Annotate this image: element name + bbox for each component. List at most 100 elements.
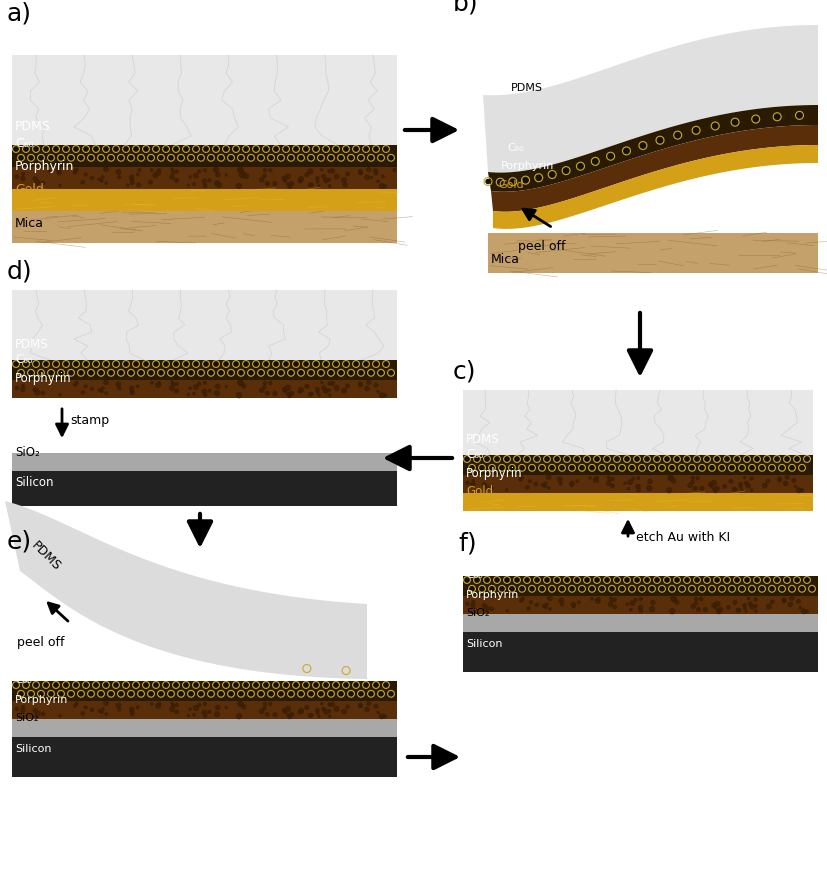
Circle shape — [127, 184, 129, 186]
Bar — [12, 380, 397, 398]
Circle shape — [265, 392, 269, 395]
Circle shape — [676, 457, 679, 461]
Circle shape — [651, 600, 655, 605]
Circle shape — [639, 609, 643, 613]
Circle shape — [98, 178, 101, 180]
Circle shape — [260, 710, 264, 713]
Circle shape — [801, 466, 804, 470]
Circle shape — [730, 587, 734, 591]
Circle shape — [317, 180, 318, 183]
Circle shape — [153, 173, 158, 178]
Circle shape — [165, 362, 168, 366]
Circle shape — [289, 712, 294, 717]
Circle shape — [318, 715, 320, 718]
Circle shape — [485, 606, 489, 611]
Circle shape — [495, 457, 499, 461]
Circle shape — [739, 482, 743, 486]
Text: Porphyrin: Porphyrin — [501, 161, 554, 170]
Text: Porphyrin: Porphyrin — [466, 590, 519, 600]
Text: stamp: stamp — [70, 414, 109, 427]
Circle shape — [114, 362, 117, 366]
Circle shape — [260, 388, 264, 392]
Circle shape — [237, 167, 242, 172]
Circle shape — [349, 693, 352, 695]
Circle shape — [19, 693, 22, 695]
Circle shape — [705, 457, 709, 461]
Circle shape — [610, 587, 614, 591]
Circle shape — [288, 394, 291, 398]
Circle shape — [219, 693, 222, 695]
Circle shape — [328, 382, 331, 385]
Circle shape — [193, 392, 195, 395]
Circle shape — [45, 684, 48, 686]
Bar — [12, 211, 397, 243]
Polygon shape — [483, 25, 818, 172]
Circle shape — [175, 170, 178, 173]
Circle shape — [750, 587, 753, 591]
Circle shape — [342, 178, 347, 182]
Circle shape — [287, 183, 289, 186]
Circle shape — [311, 714, 313, 716]
Circle shape — [318, 394, 320, 396]
Circle shape — [214, 362, 218, 366]
Circle shape — [735, 578, 739, 582]
Circle shape — [299, 709, 304, 713]
Circle shape — [250, 156, 252, 160]
Circle shape — [521, 597, 524, 600]
Circle shape — [486, 179, 490, 184]
Circle shape — [239, 381, 243, 385]
Circle shape — [270, 156, 273, 160]
Circle shape — [624, 149, 629, 153]
Circle shape — [732, 488, 736, 491]
Circle shape — [50, 156, 53, 160]
Circle shape — [84, 684, 88, 686]
Circle shape — [725, 457, 729, 461]
Circle shape — [155, 684, 158, 686]
Circle shape — [314, 147, 318, 151]
Circle shape — [81, 712, 84, 715]
Circle shape — [273, 182, 277, 186]
Circle shape — [510, 466, 514, 470]
Circle shape — [131, 712, 134, 716]
Circle shape — [242, 705, 246, 709]
Circle shape — [327, 178, 331, 181]
Circle shape — [104, 701, 108, 705]
Circle shape — [317, 391, 318, 393]
Circle shape — [165, 684, 168, 686]
Circle shape — [791, 466, 794, 470]
Circle shape — [316, 388, 319, 391]
Circle shape — [694, 129, 698, 132]
Circle shape — [490, 607, 494, 611]
Circle shape — [490, 487, 493, 489]
Circle shape — [377, 391, 379, 392]
Circle shape — [55, 147, 58, 151]
Circle shape — [359, 703, 362, 707]
Circle shape — [150, 693, 153, 695]
Circle shape — [669, 476, 673, 480]
Circle shape — [109, 693, 112, 695]
Circle shape — [519, 478, 522, 481]
Circle shape — [530, 466, 533, 470]
Circle shape — [545, 457, 548, 461]
Circle shape — [346, 705, 349, 709]
Circle shape — [343, 183, 347, 186]
Circle shape — [753, 117, 758, 121]
Circle shape — [55, 684, 58, 686]
Circle shape — [700, 466, 704, 470]
Circle shape — [174, 684, 178, 686]
Circle shape — [199, 371, 203, 375]
Circle shape — [383, 393, 386, 397]
Circle shape — [242, 172, 246, 176]
Circle shape — [60, 693, 63, 695]
Text: C₆₀: C₆₀ — [466, 570, 483, 580]
Circle shape — [81, 180, 84, 184]
Circle shape — [796, 599, 801, 603]
Circle shape — [576, 578, 579, 582]
Circle shape — [179, 156, 183, 160]
Circle shape — [359, 170, 362, 173]
Circle shape — [225, 174, 227, 176]
Circle shape — [715, 601, 719, 607]
Circle shape — [506, 610, 509, 612]
Circle shape — [99, 693, 103, 695]
Circle shape — [611, 484, 614, 488]
